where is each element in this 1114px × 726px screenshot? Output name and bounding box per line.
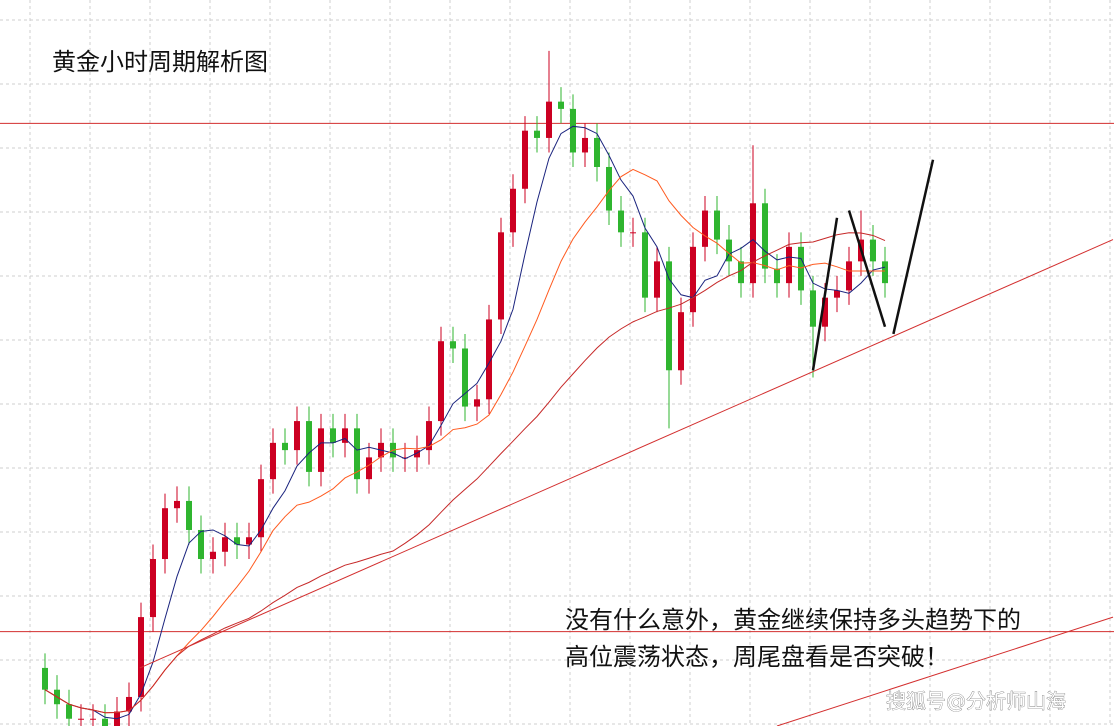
candle-body [870,239,876,262]
candle-body [246,537,252,545]
drawn-line [811,217,839,371]
chart-title: 黄金小时周期解析图 [52,48,268,76]
candle-body [606,166,612,211]
candle-body [762,203,768,269]
candle-body [126,696,132,712]
candle-body [66,704,72,719]
candle-body [798,246,804,291]
candle-body [654,261,660,298]
candle-body [306,421,312,472]
candle-body [702,210,708,247]
candle-body [342,428,348,443]
candle-body [786,246,792,284]
annotation: 高位震荡状态，周尾盘看是否突破！ [565,643,949,671]
candle-body [726,239,732,262]
candle-body [594,137,600,167]
candle-body [438,341,444,422]
candle-body [354,428,360,480]
drawn-line [139,239,1114,669]
candle-body [186,500,192,530]
candle-body [90,718,96,720]
candle-body [198,529,204,560]
candle-body [42,667,48,690]
watermark: 搜狐号@分析师山海 [886,689,1066,713]
candle-body [222,537,228,552]
candle-body [234,537,240,545]
candle-body [774,268,780,284]
moving-average [44,232,886,714]
candle-body [558,101,564,109]
candle-body [714,210,720,240]
candle-body [534,130,540,138]
candle-body [690,246,696,313]
annotation: 没有什么意外，黄金继续保持多头趋势下的 [565,606,1021,634]
candle-body [102,718,108,726]
candle-body [498,232,504,320]
candle-body [402,457,408,459]
drawn-line [776,616,1114,726]
candle-body [450,341,456,349]
candle-body [258,479,264,538]
candle-body [546,101,552,138]
candle-body [414,450,420,458]
candle-body [150,559,156,618]
candle-body [822,297,828,327]
moving-average [44,125,886,720]
candle-body [366,457,372,480]
candle-body [270,442,276,480]
candle-body [294,421,300,451]
candle-body [462,348,468,407]
candle-body [318,428,324,472]
candle-body [174,500,180,509]
candle-body [738,261,744,284]
candle-body [882,261,888,284]
candle-body [510,188,516,233]
candle-body [630,232,636,234]
candle-body [618,210,624,233]
drawn-line [892,159,935,335]
candle-body [330,428,336,443]
moving-average [44,168,885,714]
candle-body [426,421,432,451]
candle-body [846,261,852,291]
candle-body [810,290,816,327]
candle-body [834,290,840,298]
candle-body [582,137,588,153]
candle-body [282,442,288,451]
candle-body [486,319,492,400]
candle-body [678,312,684,371]
candle-body [666,261,672,371]
candle-body [750,203,756,284]
drawn-line [847,210,887,328]
candle-body [570,108,576,153]
candle-body [138,617,144,697]
candle-body [162,508,168,560]
candle-body [210,551,216,560]
plot [0,50,1114,726]
candle-body [522,130,528,189]
candle-body [78,718,84,720]
candle-body [642,232,648,298]
candle-body [474,399,480,407]
